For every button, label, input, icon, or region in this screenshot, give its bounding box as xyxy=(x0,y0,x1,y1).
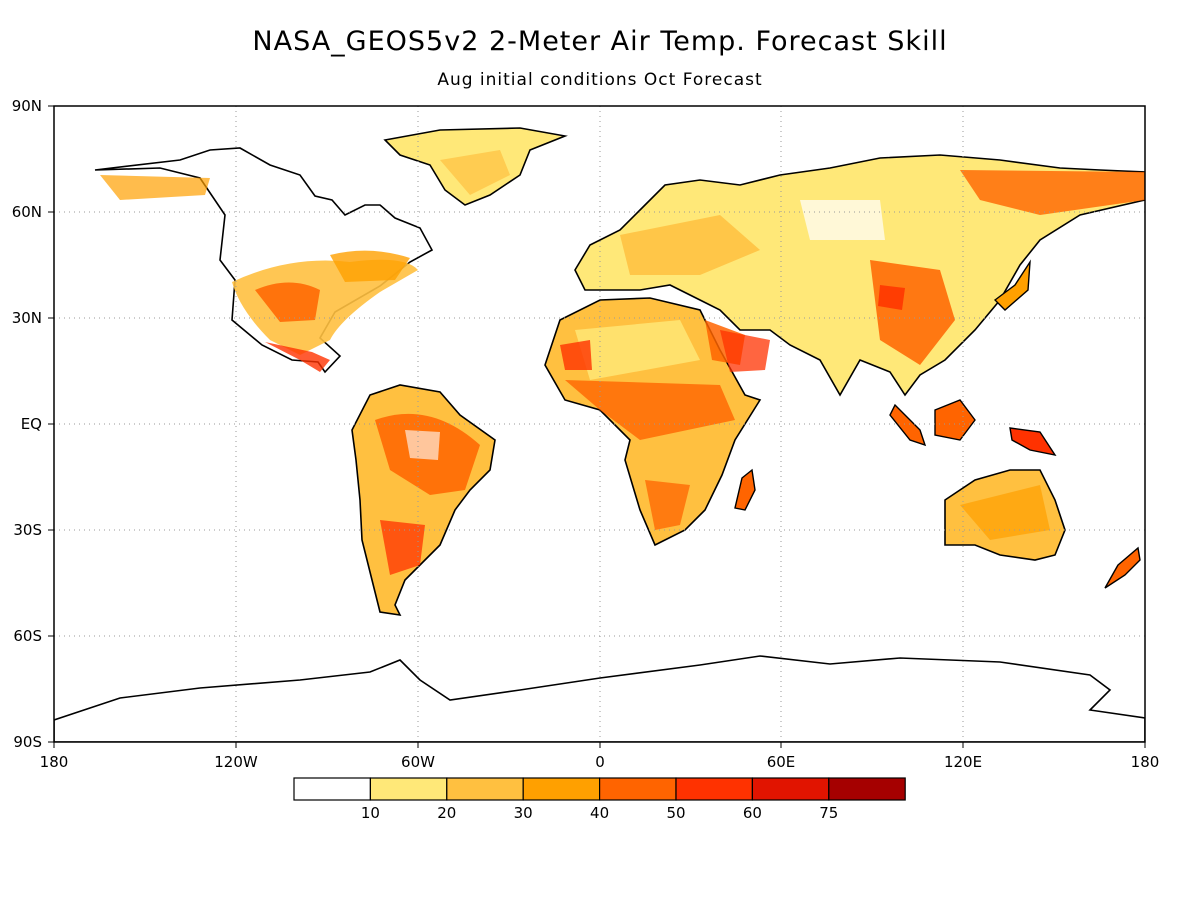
colorbar-swatch xyxy=(751,777,830,801)
lat-label-90s: 90S xyxy=(13,733,42,751)
colorbar-tick-label: 60 xyxy=(743,804,762,822)
lat-label-60s: 60S xyxy=(13,627,42,645)
colorbar-swatch xyxy=(446,777,524,801)
landmass-sumatra xyxy=(889,403,927,447)
lat-label-90n: 90N xyxy=(12,97,42,115)
landmass-japan xyxy=(993,259,1031,311)
landmass-madagascar xyxy=(734,468,756,511)
map-subtitle: Aug initial conditions Oct Forecast xyxy=(437,70,763,90)
lon-labels: 180 120W 60W 0 60E 120E 180 xyxy=(40,753,1160,771)
colorbar-swatch xyxy=(828,777,906,801)
colorbar-labels: 10 20 30 40 50 60 75 xyxy=(361,804,838,822)
landmass-new-zealand xyxy=(1104,546,1141,589)
map-axis-ticks xyxy=(48,105,1146,748)
lat-label-30s: 30S xyxy=(13,521,42,539)
landmass-new-guinea xyxy=(1009,427,1057,457)
map-gridlines xyxy=(54,106,1145,742)
colorbar-swatch xyxy=(369,777,448,801)
lat-label-eq: EQ xyxy=(21,415,42,433)
lat-labels: 90N 60N 30N EQ 30S 60S 90S xyxy=(12,97,42,751)
colorbar xyxy=(293,777,906,801)
colorbar-tick-label: 20 xyxy=(437,804,456,822)
landmass-eurasia xyxy=(574,154,1145,397)
lon-label-120w: 120W xyxy=(214,753,258,771)
map-title: NASA_GEOS5v2 2-Meter Air Temp. Forecast … xyxy=(252,26,948,57)
lat-label-30n: 30N xyxy=(12,309,42,327)
lat-label-60n: 60N xyxy=(12,203,42,221)
lon-label-180e: 180 xyxy=(1131,753,1160,771)
colorbar-tick-label: 10 xyxy=(361,804,380,822)
map-land xyxy=(54,127,1145,742)
lon-label-60e: 60E xyxy=(767,753,796,771)
lon-label-60w: 60W xyxy=(401,753,435,771)
colorbar-tick-label: 40 xyxy=(590,804,609,822)
lon-label-120e: 120E xyxy=(944,753,982,771)
colorbar-swatch xyxy=(675,777,754,801)
colorbar-tick-label: 75 xyxy=(819,804,838,822)
colorbar-swatch xyxy=(598,777,677,801)
colorbar-tick-label: 30 xyxy=(514,804,533,822)
landmass-borneo xyxy=(934,399,976,441)
landmass-antarctica xyxy=(54,655,1145,742)
lon-label-0: 0 xyxy=(595,753,605,771)
colorbar-swatch xyxy=(522,777,601,801)
lon-label-180w: 180 xyxy=(40,753,69,771)
colorbar-swatch xyxy=(293,777,372,801)
colorbar-tick-label: 50 xyxy=(666,804,685,822)
